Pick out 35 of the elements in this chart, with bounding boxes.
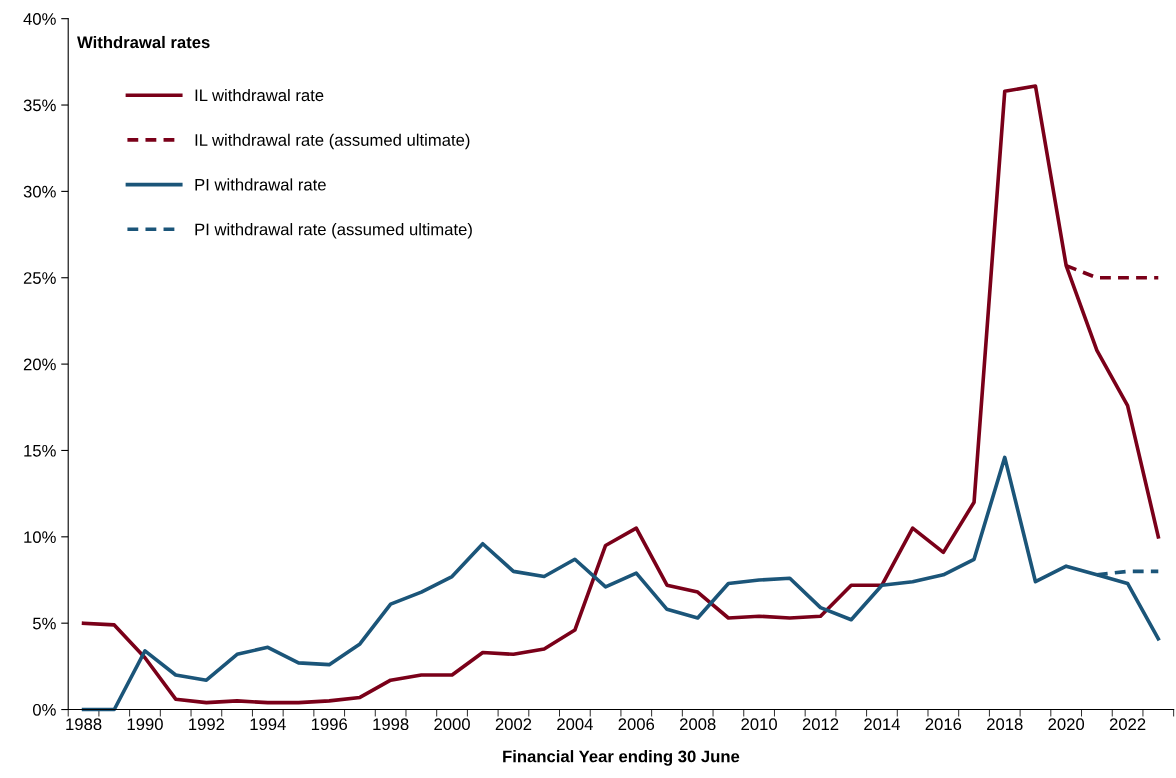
x-axis-title: Financial Year ending 30 June [503,750,740,766]
y-tick-label: 15% [24,444,56,457]
legend-label: PI withdrawal rate [195,178,326,191]
x-tick-label: 2000 [434,718,470,731]
line-series [81,455,1161,712]
x-tick-label: 1994 [250,718,286,731]
x-tick-label: 1996 [311,718,348,731]
x-tick-label: 2018 [987,718,1023,731]
y-tick-label: 10% [24,531,56,544]
y-tick-label: 5% [32,617,56,630]
x-tick-label: 2020 [1048,718,1085,731]
x-tick-label: 2010 [741,718,777,731]
y-tick-label: 0% [32,703,56,716]
y-tick-label: 40% [23,13,56,25]
y-tick-label: 35% [23,99,56,112]
x-tick-label: 1998 [373,718,409,731]
y-tick-label: 25% [23,272,56,284]
x-tick-label: 2004 [557,718,593,731]
x-tick-label: 2012 [802,718,839,731]
y-tick-label: 20% [23,358,56,371]
x-tick-label: 1988 [66,718,102,731]
legend-label: PI withdrawal rate (assumed ultimate) [195,223,472,239]
x-tick-label: 2006 [618,718,655,731]
x-tick-label: 2002 [495,718,532,731]
x-tick-label: 1990 [127,718,163,731]
x-tick-label: 2014 [864,718,900,731]
x-tick-label: 2008 [680,718,716,731]
text: Withdrawal rates [77,35,210,49]
line-series [81,84,1161,705]
x-tick-label: 2016 [925,718,962,731]
y-tick-label: 30% [23,185,56,198]
x-tick-label: 1992 [189,718,225,731]
legend-label: IL withdrawal rate (assumed ultimate) [195,133,470,150]
legend-label: IL withdrawal rate [195,88,324,102]
x-tick-label: 2022 [1109,718,1146,731]
